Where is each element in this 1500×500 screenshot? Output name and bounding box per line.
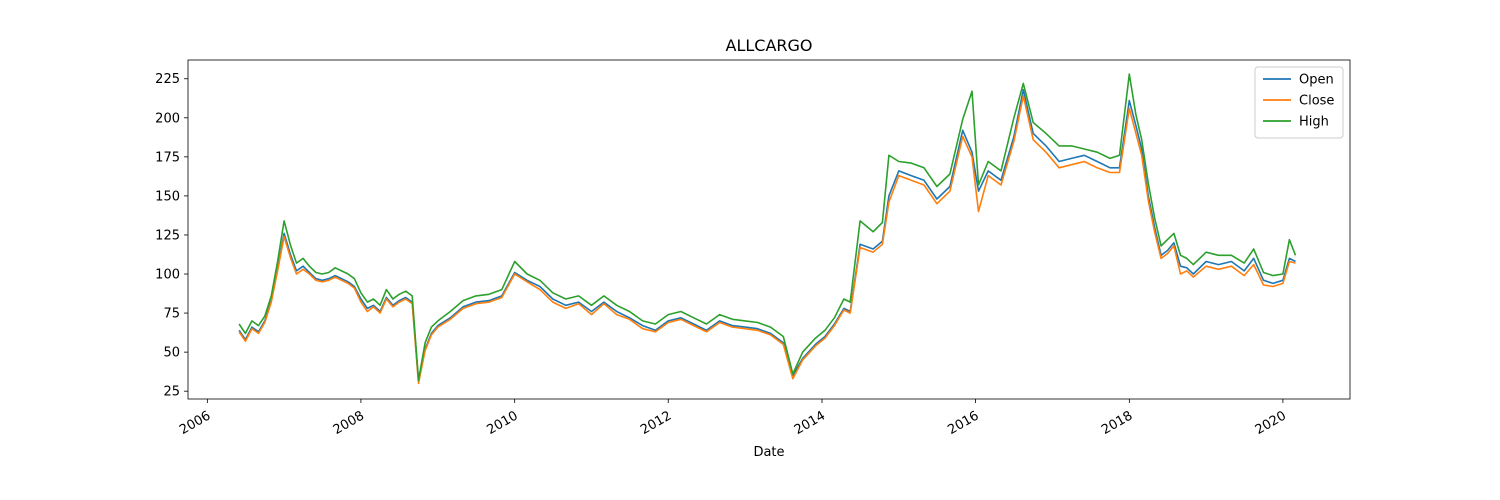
x-tick-label: 2020 bbox=[1253, 408, 1289, 438]
legend-label-open: Open bbox=[1299, 73, 1334, 88]
x-tick-label: 2014 bbox=[792, 408, 828, 438]
y-axis: 25 50 75 100 125 150 175 200 225 bbox=[155, 72, 188, 400]
chart-title: ALLCARGO bbox=[726, 36, 813, 55]
x-tick-label: 2018 bbox=[1099, 408, 1135, 438]
x-tick-label: 2008 bbox=[331, 408, 367, 438]
y-tick-label: 200 bbox=[155, 111, 180, 126]
legend-label-close: Close bbox=[1299, 94, 1334, 109]
y-tick-label: 150 bbox=[155, 189, 180, 204]
y-tick-label: 50 bbox=[163, 346, 180, 361]
series-line-close bbox=[238, 95, 1296, 385]
x-axis-title: Date bbox=[753, 445, 784, 460]
y-tick-label: 25 bbox=[163, 385, 180, 400]
x-tick-label: 2010 bbox=[485, 408, 521, 438]
series-line-high bbox=[238, 73, 1297, 382]
x-axis: 2006 2008 2010 2012 2014 2016 2018 2020 bbox=[177, 399, 1289, 438]
series-line-open bbox=[238, 88, 1296, 382]
y-tick-label: 100 bbox=[155, 268, 180, 283]
x-tick-label: 2012 bbox=[638, 408, 674, 438]
y-tick-label: 225 bbox=[155, 72, 180, 87]
legend: Open Close High bbox=[1254, 66, 1344, 139]
x-tick-label: 2006 bbox=[177, 408, 213, 438]
legend-label-high: High bbox=[1299, 115, 1329, 130]
y-tick-label: 175 bbox=[155, 150, 180, 165]
series-layer bbox=[238, 73, 1297, 385]
x-tick-label: 2016 bbox=[945, 408, 981, 438]
plot-background bbox=[188, 60, 1350, 399]
y-tick-label: 75 bbox=[163, 307, 180, 322]
plot-frame bbox=[187, 59, 1351, 400]
y-tick-label: 125 bbox=[155, 228, 180, 243]
